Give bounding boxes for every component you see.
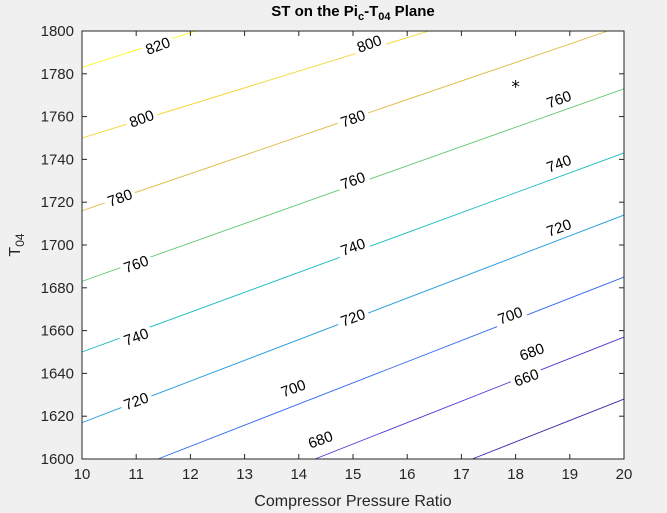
x-tick-label: 18	[507, 466, 524, 483]
contour-label-background	[351, 29, 388, 58]
marker-point: *	[511, 78, 520, 98]
contour-line-660	[472, 398, 625, 460]
y-tick-label: 1640	[41, 365, 74, 382]
y-tick-label: 1600	[41, 451, 74, 468]
x-tick-label: 15	[345, 466, 362, 483]
contour-label-background	[334, 233, 372, 262]
title-subscript-2: 04	[378, 11, 391, 23]
title-subscript-1: c	[358, 11, 364, 23]
contour-label-background	[118, 250, 155, 279]
contour-label-background	[275, 374, 312, 403]
contour-label-background	[139, 32, 177, 60]
contour-label-780: 780	[334, 104, 372, 133]
chart-title: ST on the Pic-T04 Plane	[271, 3, 434, 23]
contour-label-background	[492, 301, 529, 330]
contour-line-820	[81, 30, 196, 68]
contour-label-background	[508, 363, 545, 392]
contour-line-680	[314, 336, 625, 460]
contour-label-background	[540, 213, 578, 242]
y-tick-label: 1800	[41, 23, 74, 40]
contour-line-700	[157, 276, 625, 460]
contour-label-background	[540, 85, 578, 114]
y-tick-label: 1680	[41, 280, 74, 297]
x-axis-ticks: 10 11 12 13 14 15 16 17 18 19 20	[74, 31, 633, 483]
x-tick-label: 16	[399, 466, 416, 483]
x-tick-label: 12	[182, 466, 199, 483]
x-tick-label: 19	[561, 466, 578, 483]
y-tick-label: 1760	[41, 109, 74, 126]
y-tick-label: 1780	[41, 66, 74, 83]
y-axis-ticks: 1600 1620 1640 1660 1680 1700 1720 1740 1760 1780…	[41, 23, 624, 468]
contour-label-background	[118, 323, 155, 351]
x-tick-label: 10	[74, 466, 91, 483]
x-tick-label: 20	[616, 466, 633, 483]
contour-label-background	[101, 183, 139, 212]
x-axis-label: Compressor Pressure Ratio	[254, 493, 452, 510]
x-tick-label: 17	[453, 466, 470, 483]
contour-label-background	[334, 104, 372, 133]
y-axis-label-subscript: 04	[13, 233, 27, 247]
y-axis-label: T04	[7, 233, 27, 256]
contour-label-background	[118, 387, 155, 416]
contour-label-background	[334, 303, 372, 332]
x-tick-label: 11	[128, 466, 144, 483]
contour-label-background	[123, 104, 160, 133]
contour-label-background	[302, 425, 339, 454]
y-tick-label: 1720	[41, 194, 74, 211]
contour-label-background	[540, 149, 578, 178]
x-tick-label: 13	[236, 466, 253, 483]
x-tick-label: 14	[290, 466, 307, 483]
y-tick-label: 1620	[41, 408, 74, 425]
contour-label-background	[513, 338, 550, 366]
contour-label-background	[334, 166, 372, 195]
y-tick-label: 1700	[41, 237, 74, 254]
y-tick-label: 1740	[41, 151, 74, 168]
marker-layer: *	[511, 78, 520, 98]
y-tick-label: 1660	[41, 323, 74, 340]
